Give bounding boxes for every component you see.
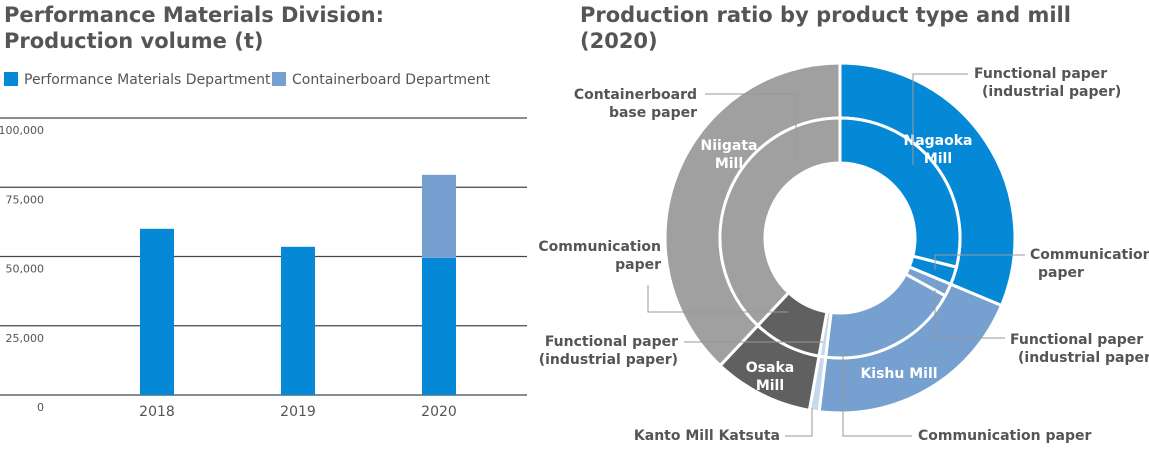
bar	[422, 257, 456, 395]
callout-label: Communication paper	[918, 428, 1091, 444]
x-tick-label: 2020	[421, 404, 457, 420]
y-tick-label: 75,000	[6, 193, 45, 206]
leader-line	[647, 285, 788, 313]
leader-line	[785, 408, 813, 437]
callout-label: (industrial paper)	[539, 352, 678, 368]
leader-line	[934, 290, 1005, 339]
callout-label: Functional paper	[1010, 332, 1143, 348]
callout-label: paper	[615, 257, 661, 273]
bar	[140, 228, 174, 395]
legend-label: Containerboard Department	[292, 72, 491, 88]
x-tick-label: 2019	[280, 404, 316, 420]
mill-label: Kishu Mill	[860, 366, 937, 382]
mill-label: Mill	[924, 151, 952, 167]
y-tick-label: 50,000	[6, 263, 45, 276]
callout-label: Kanto Mill Katsuta	[634, 428, 780, 444]
leader-line	[934, 254, 1025, 270]
legend-swatch	[4, 72, 18, 86]
callout-label: paper	[1038, 265, 1084, 281]
mill-label: Osaka	[746, 360, 794, 376]
callout-label: (industrial paper)	[982, 84, 1121, 100]
mill-label: Niigata	[701, 138, 758, 154]
y-tick-label: 25,000	[6, 332, 45, 345]
legend-swatch	[272, 72, 286, 86]
mill-label: Mill	[756, 378, 784, 394]
callout-label: (industrial paper)	[1018, 350, 1149, 366]
callout-label: base paper	[609, 105, 697, 121]
callout-label: Functional paper	[545, 334, 678, 350]
x-tick-label: 2018	[139, 404, 175, 420]
leader-line	[705, 93, 797, 155]
y-tick-label: 0	[37, 401, 44, 414]
donut-chart-title: Production ratio by product type and mil…	[580, 3, 1071, 53]
mill-label: Mill	[715, 156, 743, 172]
donut-segment	[838, 116, 962, 269]
mill-label: Nagaoka	[903, 133, 972, 149]
leader-line	[842, 350, 912, 437]
callout-label: Functional paper	[974, 66, 1107, 82]
donut-segment	[718, 116, 842, 328]
legend-label: Performance Materials Department	[24, 72, 271, 88]
y-tick-label: 100,000	[0, 124, 44, 137]
bar-chart-title: Performance Materials Division: Producti…	[4, 3, 384, 53]
bar	[422, 174, 456, 258]
bar	[281, 246, 315, 395]
callout-label: Containerboard	[574, 87, 697, 103]
leader-line	[912, 73, 968, 165]
callout-label: Communication	[1030, 247, 1149, 263]
callout-label: Communication	[538, 239, 661, 255]
